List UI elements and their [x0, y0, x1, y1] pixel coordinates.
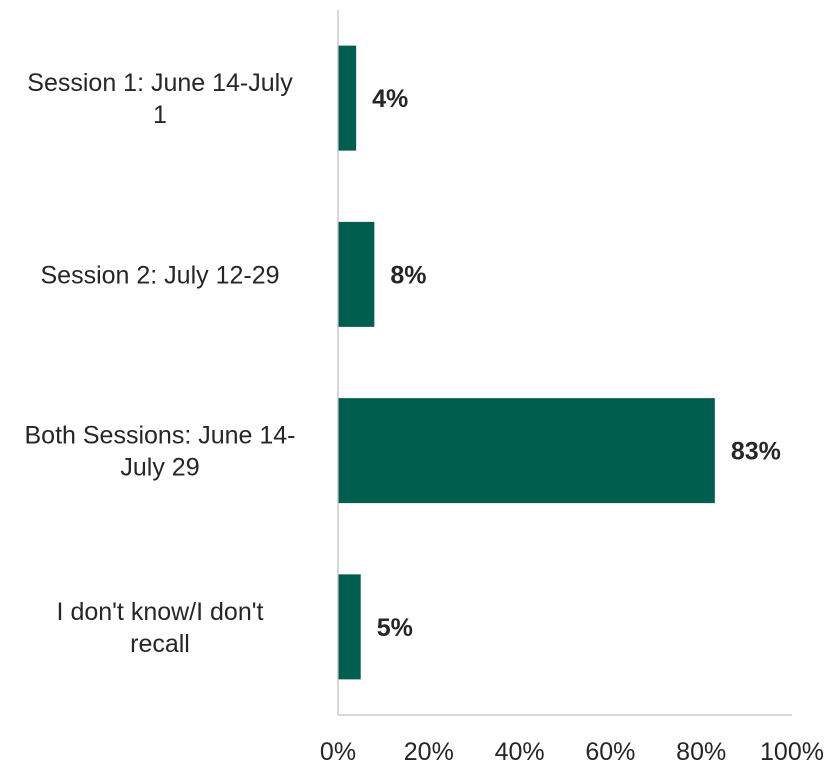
- category-label-1-line-0: Session 2: July 12-29: [40, 261, 279, 289]
- category-label-1: Session 2: July 12-29: [40, 261, 279, 289]
- category-labels-group: Session 1: June 14-July 1 Session 2: July …: [25, 69, 296, 658]
- x-tick-labels-group: 0% 20% 40% 60% 80% 100%: [320, 738, 824, 766]
- category-label-0: Session 1: June 14-July 1: [27, 69, 293, 129]
- value-label-1: 8%: [390, 261, 426, 289]
- bar-0: [338, 45, 357, 151]
- bar-3: [338, 574, 361, 680]
- category-label-2-line-0: Both Sessions: June 14-: [25, 422, 296, 450]
- x-tick-label-1: 20%: [404, 738, 454, 766]
- x-tick-label-5: 100%: [760, 738, 824, 766]
- bars-group: [338, 45, 715, 680]
- category-label-2: Both Sessions: June 14- July 29: [25, 422, 296, 482]
- value-label-0: 4%: [372, 85, 408, 113]
- category-label-3: I don't know/I don't recall: [57, 598, 264, 658]
- category-label-0-line-1: 1: [153, 101, 167, 129]
- category-label-3-line-0: I don't know/I don't: [57, 598, 264, 626]
- x-tick-label-4: 80%: [676, 738, 726, 766]
- value-label-2: 83%: [731, 438, 781, 466]
- value-label-3: 5%: [377, 614, 413, 642]
- bar-2: [338, 398, 715, 504]
- category-label-2-line-1: July 29: [120, 454, 199, 482]
- value-labels-group: 4% 8% 83% 5%: [372, 85, 781, 642]
- x-tick-label-0: 0%: [320, 738, 356, 766]
- x-tick-label-3: 60%: [585, 738, 635, 766]
- x-tick-label-2: 40%: [495, 738, 545, 766]
- category-label-0-line-0: Session 1: June 14-July: [27, 69, 293, 97]
- category-label-3-line-1: recall: [130, 630, 190, 658]
- bar-1: [338, 221, 375, 327]
